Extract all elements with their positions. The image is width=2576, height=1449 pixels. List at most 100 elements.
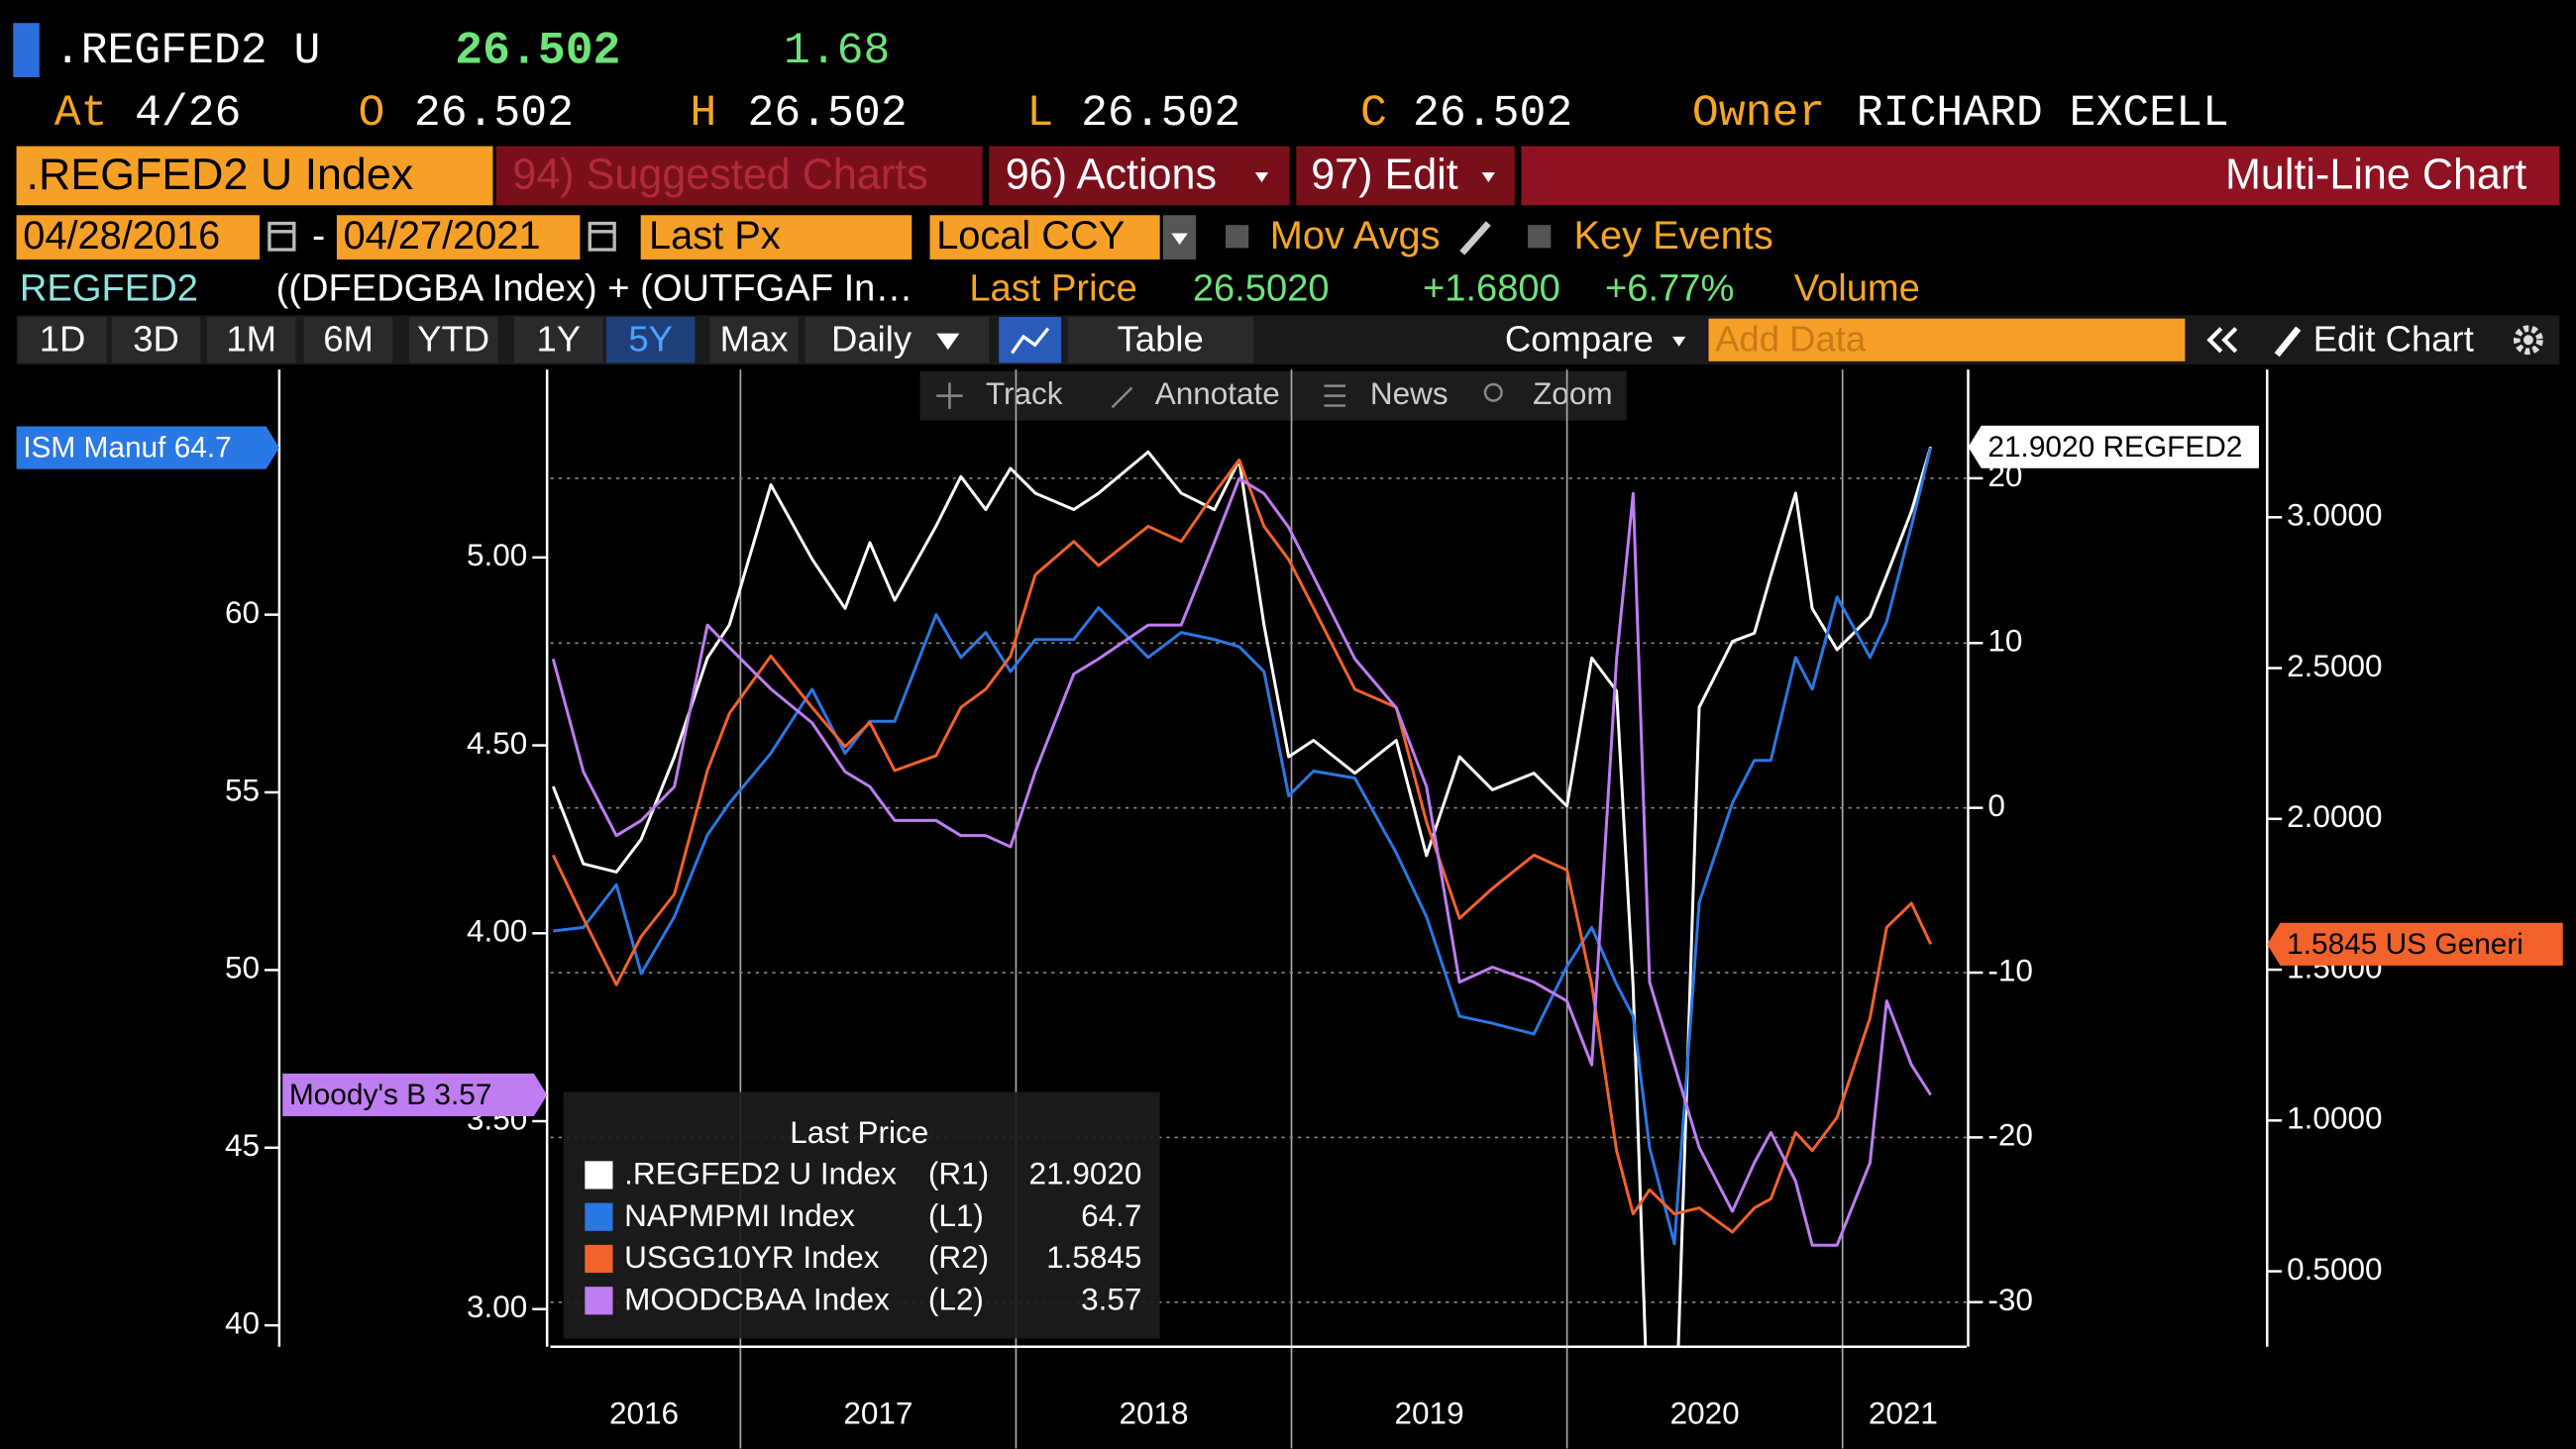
field-input[interactable] — [640, 215, 912, 259]
legend-box — [563, 1091, 1160, 1339]
period-button[interactable] — [206, 317, 296, 363]
checkbox[interactable] — [1225, 225, 1249, 249]
y-tick-label: 0.5000 — [2287, 1251, 2382, 1287]
legend-swatch — [585, 1202, 613, 1231]
net-change: +1.6800 — [1423, 267, 1560, 310]
field[interactable]: Last Px — [649, 214, 781, 258]
menu-button[interactable] — [1296, 146, 1515, 206]
period-button[interactable] — [709, 317, 799, 363]
currency-input[interactable] — [929, 215, 1160, 259]
period[interactable]: 5Y — [628, 319, 673, 360]
date-input[interactable] — [16, 215, 260, 259]
y-tick-label: 1.0000 — [2287, 1100, 2382, 1136]
axis-tags: 21.9020 REGFED2 ISM Manuf 64.7 1.5845 US G… — [16, 425, 2563, 1117]
y-tick-label: 60 — [225, 594, 260, 630]
calendar-icon[interactable] — [268, 221, 296, 252]
table-button[interactable] — [1067, 317, 1254, 363]
period[interactable]: 3D — [133, 319, 179, 360]
value: 4/26 — [135, 89, 241, 139]
gear-icon[interactable] — [2513, 325, 2543, 356]
period-button[interactable] — [303, 317, 393, 363]
start-date[interactable]: 04/28/2016 — [23, 214, 220, 258]
calendar-icon[interactable] — [588, 221, 616, 252]
period-buttons: 1D 3D 1M 6M YTD 1Y 5Y Max — [18, 317, 799, 363]
value: 26.502 — [1413, 89, 1572, 139]
pencil-icon[interactable] — [1459, 221, 1491, 256]
value: 26.502 — [414, 89, 574, 139]
checkbox[interactable] — [1528, 225, 1552, 249]
chart-tool[interactable]: News — [1370, 375, 1449, 411]
date-dash: - — [312, 214, 325, 258]
axis-tag — [2267, 922, 2563, 966]
x-tick-label: 2021 — [1869, 1396, 1938, 1431]
frequency-button[interactable] — [805, 317, 990, 363]
menu-button[interactable] — [495, 146, 983, 206]
x-tick-label: 2016 — [609, 1396, 679, 1431]
legend-axis: (L2) — [928, 1281, 984, 1316]
legend-value: 3.57 — [1081, 1281, 1141, 1316]
legend-name: MOODCBAA Index — [624, 1281, 890, 1316]
axis-tag-label: 1.5845 US Generi — [2287, 928, 2523, 961]
period-button[interactable] — [408, 317, 498, 363]
period[interactable]: 1M — [226, 319, 276, 360]
security[interactable]: .REGFED2 U Index — [27, 150, 414, 199]
menu-item[interactable]: 97) Edit — [1311, 151, 1458, 198]
period[interactable]: 6M — [323, 319, 374, 360]
menu-item[interactable]: 94) Suggested Charts — [512, 151, 927, 198]
y-tick-label: 3.00 — [467, 1289, 527, 1324]
y-tick-label: 3.0000 — [2287, 497, 2382, 533]
date-input[interactable] — [336, 215, 581, 259]
collapse-icon[interactable] — [2221, 327, 2238, 354]
security-box[interactable] — [16, 146, 493, 206]
key-events[interactable]: Key Events — [1574, 214, 1773, 258]
period-button[interactable] — [18, 317, 107, 363]
currency[interactable]: Local CCY — [936, 214, 1125, 258]
legend-swatch — [585, 1287, 613, 1315]
edit-chart[interactable]: Edit Chart — [2313, 319, 2474, 360]
pct-change: +6.77% — [1605, 267, 1734, 310]
chart-tool[interactable]: Annotate — [1155, 375, 1280, 411]
chart-tools: Track Annotate News Zoom — [986, 375, 1613, 411]
y-tick-label: -20 — [1987, 1117, 2033, 1153]
dropdown-arrow — [1254, 172, 1269, 183]
legend-swatch — [585, 1161, 613, 1190]
table[interactable]: Table — [1118, 319, 1204, 360]
dropdown-arrow — [1481, 172, 1495, 183]
y-tick-label: 10 — [1987, 623, 2022, 659]
frequency[interactable]: Daily — [831, 319, 912, 360]
chart-tool[interactable]: Track — [986, 375, 1063, 411]
chart-tool[interactable]: Zoom — [1533, 375, 1613, 411]
y-tick-label: 55 — [225, 772, 260, 807]
add-data[interactable]: Add Data — [1715, 319, 1867, 360]
y-tick-label: 0 — [1987, 787, 2005, 823]
period[interactable]: Max — [720, 319, 789, 360]
period[interactable]: 1D — [40, 319, 86, 360]
mov-avgs[interactable]: Mov Avgs — [1270, 214, 1441, 258]
menu-item[interactable]: 96) Actions — [1006, 151, 1217, 198]
add-data-input[interactable] — [1708, 318, 2186, 362]
label: Owner — [1692, 89, 1825, 139]
axis-tag-label: Moody's B 3.57 — [289, 1079, 492, 1111]
period-button[interactable] — [514, 317, 603, 363]
pencil-icon[interactable] — [2274, 326, 2302, 358]
legend-name: .REGFED2 U Index — [624, 1156, 897, 1191]
label: C — [1360, 89, 1387, 139]
compare[interactable]: Compare — [1505, 319, 1654, 360]
end-date[interactable]: 04/27/2021 — [344, 214, 541, 258]
axis-tag — [16, 426, 279, 469]
chart-toolbar — [919, 370, 1627, 421]
y-tick-label: 2.0000 — [2287, 798, 2382, 834]
news-icon — [1324, 384, 1346, 407]
series-line — [551, 446, 1933, 1347]
period-button[interactable] — [111, 317, 201, 363]
legend-axis: (R2) — [928, 1239, 989, 1275]
period[interactable]: 1Y — [536, 319, 581, 360]
period-button[interactable] — [605, 317, 696, 363]
axis-tag — [282, 1073, 548, 1117]
collapse-icon[interactable] — [2206, 327, 2223, 354]
menu-button[interactable] — [989, 146, 1290, 206]
tool-icons — [936, 382, 1503, 409]
quote-row: At 4/26 O 26.502 H 26.502 L 26.502 C 26.… — [54, 89, 2229, 139]
period[interactable]: YTD — [417, 319, 489, 360]
